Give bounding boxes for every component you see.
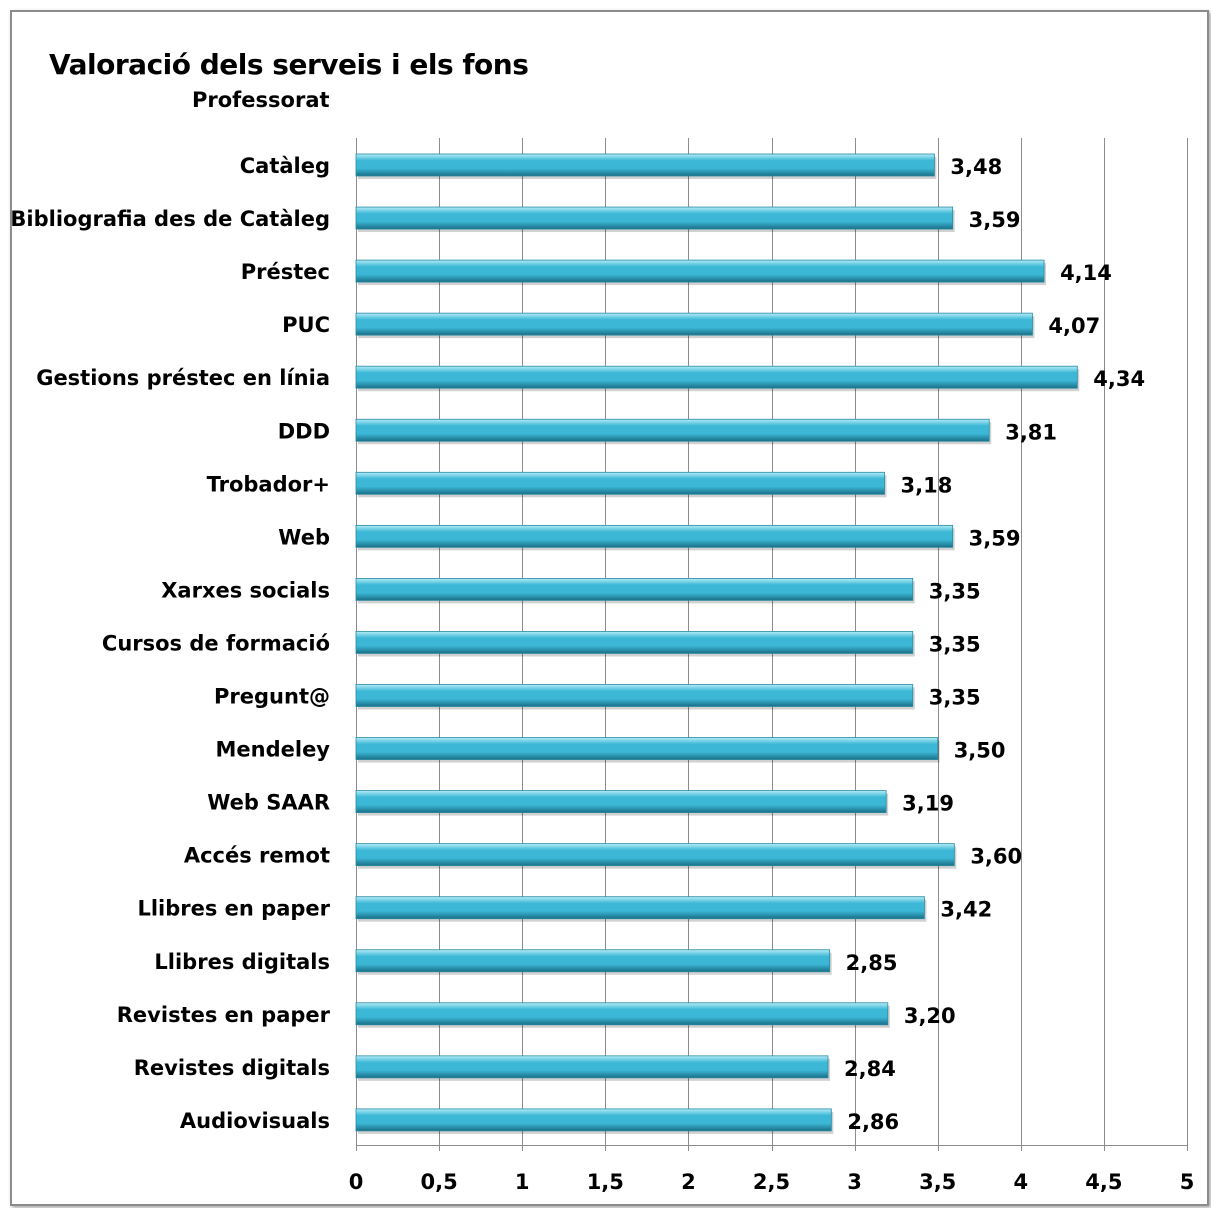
category-label: DDD (278, 419, 330, 443)
bar (355, 1108, 832, 1132)
data-label: 3,81 (1005, 420, 1057, 444)
data-label: 4,14 (1060, 261, 1112, 285)
bar (355, 259, 1045, 283)
x-tick-label: 2 (681, 1170, 696, 1194)
data-label: 3,59 (969, 208, 1021, 232)
bar (355, 365, 1078, 389)
bar (355, 631, 914, 654)
data-label: 3,18 (901, 473, 953, 497)
category-label: Trobador+ (207, 472, 330, 496)
bar (355, 312, 1033, 336)
chart-subtitle: Professorat (192, 88, 330, 112)
x-tick-label: 5 (1180, 1170, 1195, 1194)
x-tick-label: 1 (515, 1170, 530, 1194)
data-label: 3,60 (970, 845, 1022, 869)
category-label: Revistes en paper (117, 1003, 331, 1027)
bar (355, 790, 887, 813)
x-tick-label: 4,5 (1085, 1170, 1122, 1194)
data-label: 3,19 (902, 792, 954, 816)
category-label: PUC (282, 313, 330, 337)
data-label: 3,35 (929, 632, 981, 656)
category-label: Pregunt@ (214, 685, 330, 709)
data-label: 3,50 (954, 739, 1006, 763)
bars (355, 153, 1080, 1134)
category-label: Revistes digitals (134, 1056, 330, 1080)
bar (355, 578, 914, 601)
x-tick-label: 3,5 (919, 1170, 956, 1194)
category-label: Audiovisuals (180, 1109, 330, 1133)
data-label: 3,35 (929, 686, 981, 710)
data-label: 3,35 (929, 579, 981, 603)
bar (355, 524, 954, 548)
bar (355, 1055, 829, 1079)
value-labels: 3,48 3,59 4,14 4,07 4,34 3,81 3,18 3,59 3,35 3,35… (844, 155, 1145, 1134)
data-label: 3,20 (904, 1004, 956, 1028)
x-tick-label: 0,5 (420, 1170, 457, 1194)
bar (355, 843, 955, 867)
category-label: Web SAAR (207, 791, 330, 815)
bar (355, 471, 885, 495)
bar (355, 206, 954, 230)
data-label: 2,86 (847, 1110, 899, 1134)
chart-title: Valoració dels serveis i els fons (49, 48, 529, 81)
category-label: Mendeley (216, 738, 331, 762)
x-tick-label: 0 (349, 1170, 364, 1194)
bar (355, 1002, 889, 1026)
category-labels: Catàleg Bibliografia des de Catàleg Préste… (10, 154, 330, 1133)
category-label: Gestions préstec en línia (36, 366, 330, 390)
bar (355, 418, 990, 442)
category-label: Llibres digitals (154, 950, 330, 974)
data-label: 2,85 (846, 951, 898, 975)
bar (355, 153, 935, 177)
category-label: Catàleg (240, 154, 330, 178)
category-label: Cursos de formació (102, 631, 330, 655)
data-label: 4,07 (1048, 314, 1100, 338)
data-label: 2,84 (844, 1057, 896, 1081)
x-axis-ticks: 0 0,5 1 1,5 2 2,5 3 3,5 4 4,5 5 (349, 1170, 1195, 1194)
x-tick-label: 1,5 (587, 1170, 624, 1194)
category-label: Bibliografia des de Catàleg (10, 207, 330, 231)
category-label: Xarxes socials (161, 578, 330, 602)
category-label: Web (278, 525, 330, 549)
bar (355, 896, 925, 920)
x-tick-label: 4 (1013, 1170, 1028, 1194)
bar (355, 949, 831, 973)
bar (355, 684, 914, 707)
bar (355, 737, 939, 760)
category-label: Préstec (241, 260, 330, 284)
category-label: Accés remot (184, 844, 330, 868)
data-label: 4,34 (1093, 367, 1145, 391)
x-tick-label: 2,5 (753, 1170, 790, 1194)
data-label: 3,59 (969, 526, 1021, 550)
category-label: Llibres en paper (137, 897, 330, 921)
data-label: 3,42 (940, 898, 992, 922)
data-label: 3,48 (950, 155, 1002, 179)
x-tick-label: 3 (847, 1170, 862, 1194)
